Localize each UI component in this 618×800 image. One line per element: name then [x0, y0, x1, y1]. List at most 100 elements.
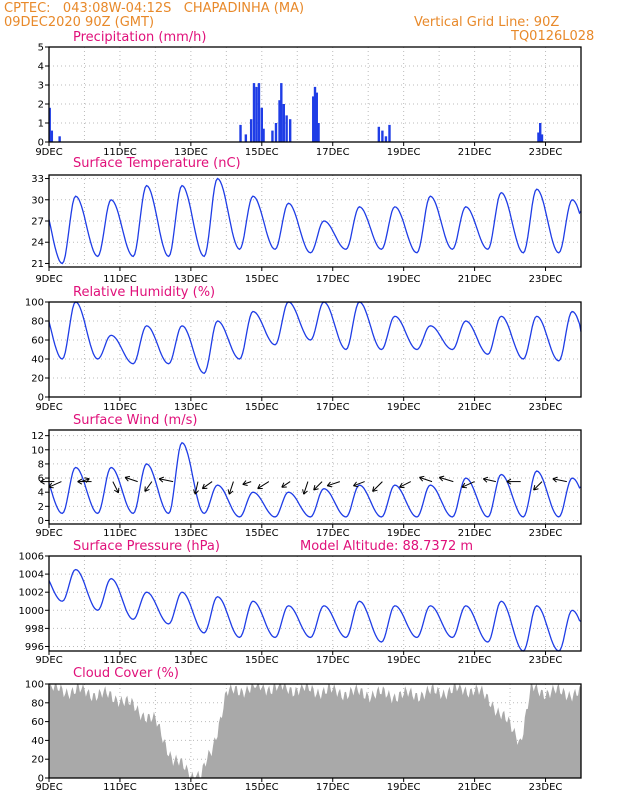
series-line: [48, 301, 582, 375]
x-tick-label: 17DEC: [316, 655, 350, 666]
precip-bar: [48, 107, 51, 142]
y-tick-label: 24: [31, 238, 44, 249]
y-tick-label: 12: [31, 431, 44, 442]
x-tick-label: 9DEC: [35, 528, 62, 539]
wind-arrowhead: [482, 476, 489, 483]
panel-title: Surface Pressure (hPa): [73, 539, 220, 554]
precip-bar: [262, 128, 265, 142]
y-tick-label: 80: [31, 317, 44, 328]
wind-vector: [281, 481, 291, 488]
wind-arrowhead: [242, 480, 248, 486]
y-tick-label: 2: [38, 502, 44, 513]
wind-arrowhead: [438, 475, 445, 482]
x-tick-label: 15DEC: [245, 402, 279, 413]
x-tick-label: 13DEC: [174, 782, 208, 793]
panel-2: 0 20 40 60 80 100 9DEC 11DEC 13DEC 15DEC 17DEC 19DE…: [25, 285, 582, 413]
precip-bar: [539, 123, 542, 142]
y-tick-label: 996: [25, 642, 44, 653]
precip-bar: [537, 132, 540, 142]
wind-vector: [552, 478, 567, 483]
y-tick-label: 0: [38, 393, 44, 404]
x-tick-label: 21DEC: [458, 402, 492, 413]
precip-bar: [58, 136, 61, 142]
x-tick-label: 21DEC: [458, 274, 492, 285]
y-tick-label: 3: [38, 81, 44, 92]
x-tick-label: 11DEC: [103, 147, 137, 158]
wind-arrowhead: [399, 482, 405, 489]
wind-arrowhead: [257, 483, 263, 490]
x-tick-label: 19DEC: [387, 402, 421, 413]
panel-frame: [48, 46, 582, 143]
x-tick-label: 17DEC: [316, 147, 350, 158]
y-tick-label: 20: [31, 755, 44, 766]
precip-bar: [255, 86, 258, 142]
wind-vector: [194, 481, 199, 495]
x-tick-label: 13DEC: [174, 274, 208, 285]
run-date: 09DEC2020 90Z (GMT): [4, 15, 155, 30]
precip-bar: [540, 134, 544, 142]
y-tick-label: 33: [31, 174, 44, 185]
wind-arrowhead: [506, 478, 512, 485]
y-tick-label: 1002: [19, 588, 44, 599]
x-tick-label: 19DEC: [387, 782, 421, 793]
wind-vector: [439, 476, 454, 483]
y-tick-label: 30: [31, 195, 44, 206]
x-tick-label: 17DEC: [316, 528, 350, 539]
precip-bar: [280, 83, 283, 142]
x-tick-label: 13DEC: [174, 655, 208, 666]
model-altitude: Model Altitude: 88.7372 m: [300, 539, 473, 554]
x-tick-label: 9DEC: [35, 402, 62, 413]
y-tick-label: 1: [38, 119, 44, 130]
y-tick-label: 1000: [19, 606, 44, 617]
x-tick-label: 23DEC: [529, 274, 563, 285]
wind-vector: [419, 476, 433, 483]
precip-bar: [282, 104, 285, 142]
x-tick-label: 19DEC: [387, 147, 421, 158]
precip-bar: [249, 119, 253, 142]
wind-vector: [159, 478, 174, 483]
x-tick-label: 19DEC: [387, 655, 421, 666]
wind-arrowhead: [193, 489, 199, 495]
precip-bar: [388, 124, 391, 142]
precip-bar: [377, 126, 381, 142]
panel-4: 996 998 1000 1002 1004 1006 9DEC 11DEC 13DEC 15DE…: [19, 539, 582, 666]
panel-0: 0 1 2 3 4 5 9DEC 11DEC 13DEC 15DEC 17DEC 19DEC 21DEC…: [35, 30, 582, 158]
wind-arrowhead: [372, 486, 378, 492]
x-tick-label: 17DEC: [316, 402, 350, 413]
precip-bar: [381, 130, 384, 142]
wind-vector: [313, 481, 323, 491]
y-tick-label: 5: [38, 43, 44, 54]
wind-arrowhead: [113, 487, 120, 494]
x-tick-label: 23DEC: [529, 655, 563, 666]
precip-bar: [244, 134, 248, 142]
panel-frame: [48, 174, 582, 268]
y-tick-label: 20: [31, 374, 44, 385]
panel-frame: [48, 301, 582, 398]
wind-vector: [242, 481, 252, 485]
x-tick-label: 11DEC: [103, 274, 137, 285]
precip-bar: [288, 119, 292, 142]
y-tick-label: 0: [38, 516, 44, 527]
x-tick-label: 9DEC: [35, 147, 62, 158]
x-tick-label: 11DEC: [103, 402, 137, 413]
x-tick-label: 15DEC: [245, 147, 279, 158]
wind-arrowhead: [227, 489, 234, 495]
panel-title: Precipitation (mm/h): [73, 30, 206, 45]
series-line: [48, 441, 582, 518]
wind-vector: [483, 478, 496, 483]
precip-bar: [252, 83, 256, 142]
y-tick-label: 998: [25, 624, 44, 635]
precip-bar: [285, 115, 288, 142]
precip-bar: [315, 92, 318, 142]
wind-arrowhead: [124, 475, 131, 482]
y-tick-label: 40: [31, 736, 44, 747]
precip-bar: [313, 86, 317, 142]
precip-bar: [239, 124, 242, 142]
x-tick-label: 21DEC: [458, 147, 492, 158]
wind-arrowhead: [158, 476, 165, 483]
wind-arrowhead: [533, 485, 539, 491]
x-tick-label: 23DEC: [529, 147, 563, 158]
wind-arrowhead: [313, 485, 319, 491]
y-tick-label: 4: [38, 62, 44, 73]
wind-arrowhead: [77, 478, 83, 485]
